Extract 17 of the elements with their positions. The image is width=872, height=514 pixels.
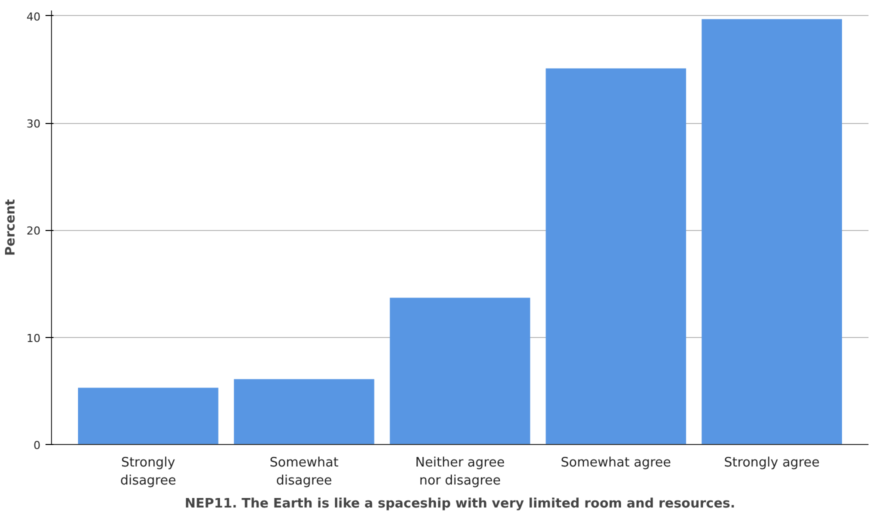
y-tick-label: 10	[26, 332, 41, 345]
y-tick-label: 30	[26, 118, 41, 131]
bar	[234, 379, 374, 444]
bar	[78, 388, 218, 444]
x-axis-title: NEP11. The Earth is like a spaceship with very limited room and resources.	[184, 496, 736, 512]
x-tick-label: Strongly agree	[724, 456, 820, 470]
x-tick-label: Neither agree nor disagree	[415, 456, 505, 488]
bar	[390, 298, 530, 444]
y-tick-label: 20	[26, 224, 41, 238]
y-tick-label: 40	[26, 10, 41, 24]
bar	[702, 19, 842, 444]
y-axis-title: Percent	[4, 199, 19, 256]
x-tick-label: Somewhat agree	[560, 456, 672, 470]
x-tick-label: Strongly disagree	[120, 456, 176, 488]
bar	[546, 68, 686, 444]
x-tick-label: Somewhat disagree	[270, 456, 338, 488]
y-tick-label: 0	[34, 439, 40, 452]
